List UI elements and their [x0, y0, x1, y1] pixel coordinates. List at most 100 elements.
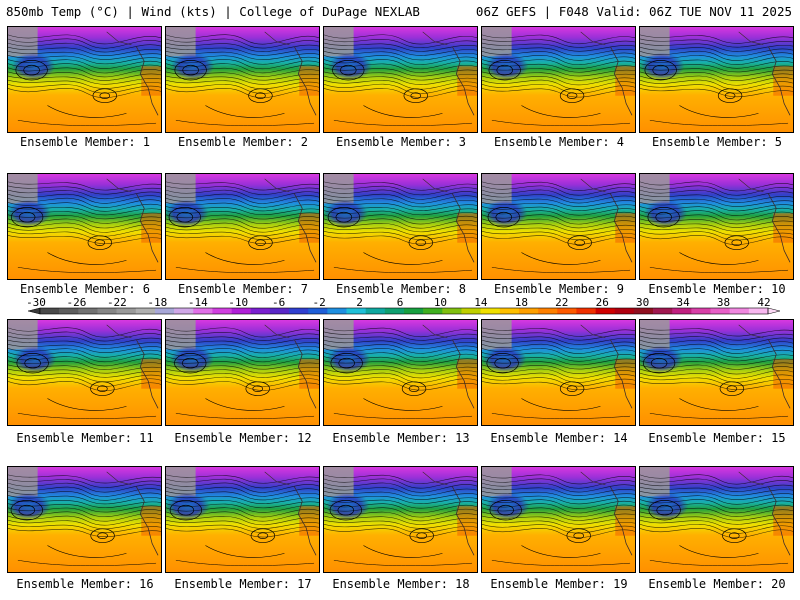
colorbar-swatch	[653, 308, 673, 314]
ensemble-member-map	[639, 319, 794, 426]
ensemble-member-map	[323, 173, 478, 280]
colorbar-tick-label: -2	[312, 296, 326, 309]
ensemble-member-map	[323, 319, 478, 426]
ensemble-member-map	[639, 466, 794, 573]
ensemble-member-map	[165, 26, 320, 133]
ensemble-member-label: Ensemble Member: 9	[493, 282, 625, 296]
colorbar-swatch	[614, 308, 635, 314]
temperature-colorbar: -30 -26 -22 -18 -14 -10 -6 -2 2 6 10 14 18 22 26 30 34 38…	[0, 296, 800, 320]
ensemble-member-map	[481, 26, 636, 133]
colorbar-tick-label: -26	[66, 296, 87, 309]
colorbar-swatch	[461, 308, 481, 314]
map-title: 850mb Temp (°C) | Wind (kts) | College o…	[6, 4, 420, 19]
colorbar-swatch	[710, 308, 730, 314]
ensemble-member-map	[481, 466, 636, 573]
colorbar-swatch	[499, 308, 520, 314]
colorbar-swatch	[595, 308, 616, 314]
colorbar-swatch	[365, 308, 386, 314]
ensemble-member-label: Ensemble Member: 6	[19, 282, 151, 296]
colorbar-swatch	[576, 308, 596, 314]
colorbar-tick-label: -10	[228, 296, 249, 309]
colorbar-swatch	[250, 308, 271, 314]
colorbar-tick-label: 18	[514, 296, 528, 309]
ensemble-member-map	[639, 173, 794, 280]
colorbar-swatch	[384, 308, 405, 314]
ensemble-member-map	[165, 319, 320, 426]
colorbar-tick-label: 38	[716, 296, 731, 309]
colorbar-swatch	[289, 308, 309, 314]
ensemble-member-label: Ensemble Member: 2	[177, 135, 309, 149]
ensemble-member-map	[639, 26, 794, 133]
colorbar-scale	[27, 307, 781, 315]
ensemble-member-label: Ensemble Member: 8	[335, 282, 467, 296]
colorbar-swatch	[308, 308, 328, 314]
colorbar-swatch	[691, 308, 711, 314]
colorbar-swatch	[40, 308, 60, 314]
run-valid-time: 06Z GEFS | F048 Valid: 06Z TUE NOV 11 20…	[475, 4, 792, 19]
colorbar-swatch	[193, 308, 213, 314]
colorbar-swatch	[231, 308, 252, 314]
colorbar-tick-label: 26	[595, 296, 609, 309]
ensemble-member-label: Ensemble Member: 19	[490, 577, 628, 591]
colorbar-swatch	[59, 308, 79, 314]
colorbar-swatch	[557, 308, 577, 314]
colorbar-tick-label: 34	[676, 296, 690, 309]
colorbar-tick-label: -18	[147, 296, 168, 309]
ensemble-member-map	[7, 26, 162, 133]
ensemble-member-map	[165, 466, 320, 573]
colorbar-tick-label: -22	[106, 296, 127, 309]
colorbar-swatch	[116, 308, 137, 314]
colorbar-swatch	[135, 308, 156, 314]
colorbar-swatch	[97, 308, 117, 314]
ensemble-member-label: Ensemble Member: 14	[490, 431, 628, 445]
ensemble-member-map	[481, 319, 636, 426]
ensemble-member-map	[7, 466, 162, 573]
ensemble-member-label: Ensemble Member: 15	[648, 431, 786, 445]
colorbar-swatch	[748, 308, 769, 314]
colorbar-tick-label: 22	[555, 296, 569, 309]
colorbar-swatch	[174, 308, 194, 314]
ensemble-member-label: Ensemble Member: 16	[16, 577, 154, 591]
colorbar-swatch	[154, 308, 175, 314]
ensemble-member-label: Ensemble Member: 18	[332, 577, 470, 591]
ensemble-member-label: Ensemble Member: 10	[648, 282, 786, 296]
colorbar-tick-label: -14	[187, 296, 208, 309]
ensemble-member-label: Ensemble Member: 5	[651, 135, 783, 149]
ensemble-member-map	[7, 173, 162, 280]
colorbar-tick-label: -30	[26, 296, 46, 309]
colorbar-tick-label: 42	[757, 296, 771, 309]
ensemble-member-label: Ensemble Member: 4	[493, 135, 625, 149]
colorbar-swatch	[538, 308, 558, 314]
colorbar-swatch	[212, 308, 232, 314]
ensemble-member-map	[323, 466, 478, 573]
colorbar-swatch	[442, 308, 462, 314]
colorbar-tick-label: 2	[356, 296, 363, 309]
ensemble-member-label: Ensemble Member: 12	[174, 431, 312, 445]
ensemble-member-label: Ensemble Member: 3	[335, 135, 467, 149]
colorbar-swatch	[633, 308, 654, 314]
ensemble-member-map	[7, 319, 162, 426]
colorbar-swatch	[404, 308, 424, 314]
ensemble-member-label: Ensemble Member: 13	[332, 431, 470, 445]
colorbar-swatch	[346, 308, 366, 314]
colorbar-swatch	[729, 308, 750, 314]
colorbar-swatch	[78, 308, 98, 314]
colorbar-swatch	[327, 308, 347, 314]
ensemble-member-map	[165, 173, 320, 280]
colorbar-tick-label: 6	[396, 296, 404, 309]
colorbar-swatch	[480, 308, 501, 314]
colorbar-tick-label: 14	[474, 296, 488, 309]
ensemble-member-label: Ensemble Member: 20	[648, 577, 786, 591]
colorbar-tick-label: 30	[636, 296, 650, 309]
colorbar-tick-label: 10	[433, 296, 448, 309]
ensemble-member-label: Ensemble Member: 11	[16, 431, 154, 445]
colorbar-swatch	[518, 308, 539, 314]
colorbar-swatch	[423, 308, 443, 314]
ensemble-member-map	[481, 173, 636, 280]
colorbar-swatch	[269, 308, 290, 314]
ensemble-member-label: Ensemble Member: 7	[177, 282, 309, 296]
colorbar-swatch	[672, 308, 692, 314]
colorbar-tick-label: -6	[272, 296, 286, 309]
ensemble-member-label: Ensemble Member: 17	[174, 577, 312, 591]
ensemble-member-map	[323, 26, 478, 133]
